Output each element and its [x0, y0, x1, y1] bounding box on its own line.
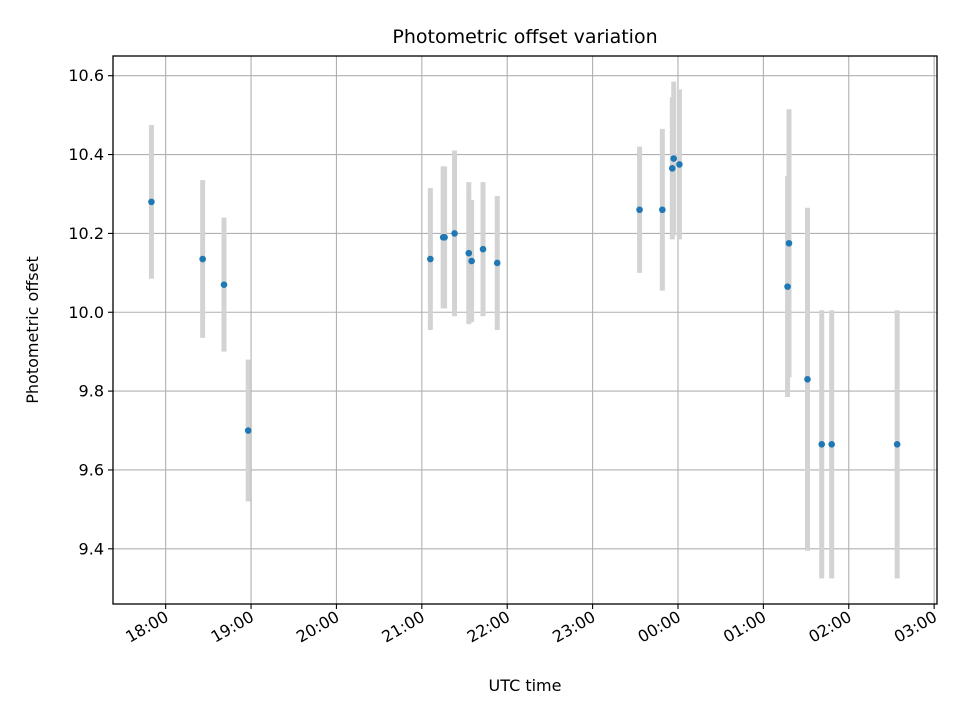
y-tick-label: 9.4	[79, 539, 104, 558]
chart-title: Photometric offset variation	[392, 26, 657, 48]
x-axis-title: UTC time	[489, 676, 562, 695]
data-point	[659, 206, 666, 214]
plot-area	[113, 56, 937, 604]
plot-frame	[112, 55, 938, 605]
data-point	[784, 283, 791, 290]
data-point	[220, 281, 228, 288]
data-point	[828, 441, 835, 448]
data-point	[785, 239, 793, 247]
data-point	[668, 165, 676, 172]
data-point	[148, 198, 155, 206]
data-point	[451, 230, 458, 237]
data-point	[427, 255, 434, 263]
data-point	[670, 155, 678, 162]
data-point	[493, 259, 501, 267]
data-point	[676, 161, 683, 168]
data-point	[804, 375, 811, 383]
data-point	[636, 206, 643, 214]
y-axis-title: Photometric offset	[23, 256, 42, 404]
y-tick-label: 10.2	[68, 224, 104, 243]
data-point	[479, 245, 487, 253]
data-points	[148, 155, 901, 448]
y-tick-label: 10.4	[68, 145, 104, 164]
y-tick-label: 10.0	[68, 303, 104, 322]
y-axis: 9.4 9.6 9.8 10.0 10.2 10.4 10.6	[68, 66, 113, 558]
data-point	[244, 427, 252, 434]
y-tick-label: 9.6	[79, 460, 104, 479]
y-tick-label: 10.6	[68, 66, 104, 85]
data-point	[468, 257, 475, 265]
y-tick-label: 9.8	[79, 382, 104, 401]
data-point	[199, 255, 206, 263]
data-point	[818, 441, 826, 448]
data-point	[441, 234, 448, 241]
data-point	[465, 249, 473, 257]
data-point	[893, 441, 901, 448]
